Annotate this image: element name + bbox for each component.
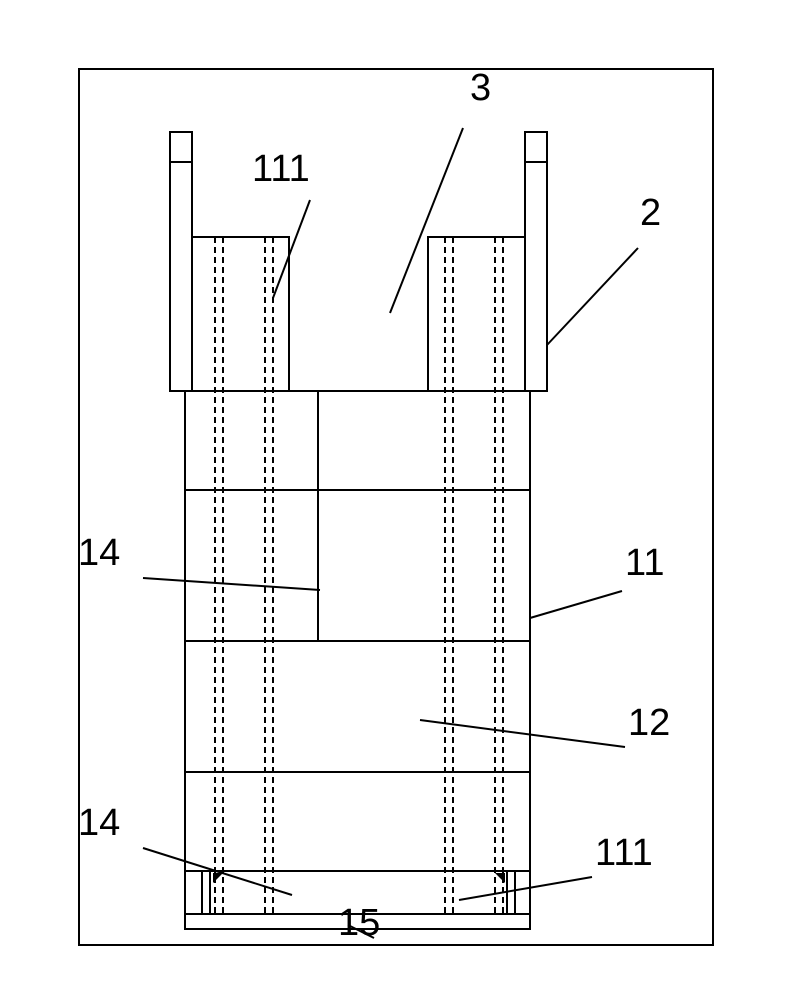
callout-label-111: 111 (252, 148, 310, 191)
callout-label-15: 15 (338, 902, 380, 945)
technical-diagram (0, 0, 793, 1000)
callout-label-11: 11 (625, 542, 664, 585)
callout-label-14: 14 (78, 532, 120, 575)
callout-label-14: 14 (78, 802, 120, 845)
callout-label-12: 12 (628, 702, 670, 745)
callout-label-111: 111 (595, 832, 653, 875)
callout-label-3: 3 (470, 67, 491, 110)
callout-label-2: 2 (640, 192, 661, 235)
